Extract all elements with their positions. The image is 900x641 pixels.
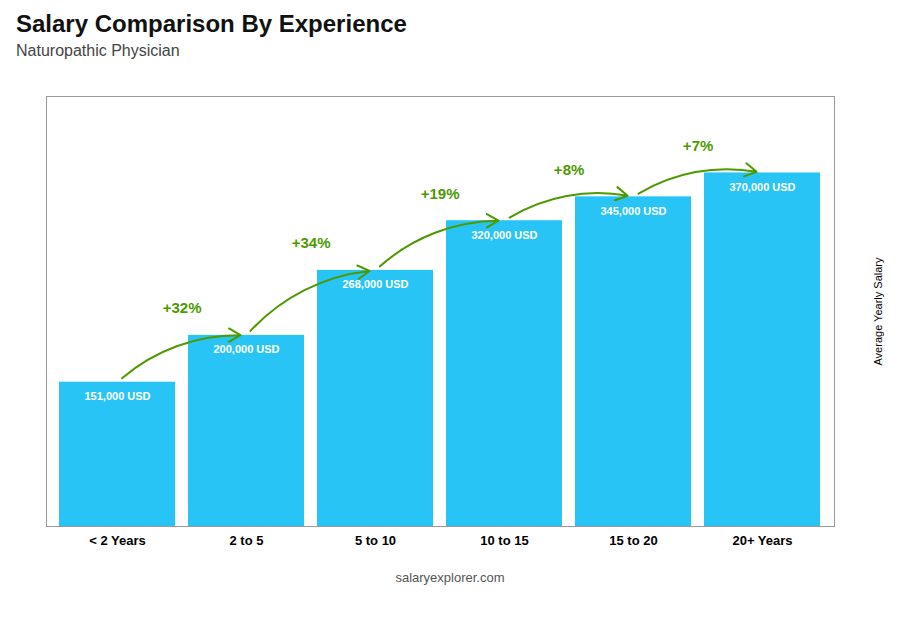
svg-text:+19%: +19%: [421, 185, 460, 202]
svg-text:+8%: +8%: [554, 161, 584, 178]
svg-text:+7%: +7%: [683, 137, 713, 154]
svg-text:+32%: +32%: [163, 299, 202, 316]
svg-text:+34%: +34%: [292, 234, 331, 251]
svg-text:200,000 USD: 200,000 USD: [213, 343, 279, 355]
svg-text:320,000 USD: 320,000 USD: [471, 229, 537, 241]
html-text:Salary Comparison By Experienc: Salary Comparison By Experience: [16, 10, 407, 37]
svg-text:< 2 Years: < 2 Years: [89, 533, 146, 548]
svg-text:345,000 USD: 345,000 USD: [600, 205, 666, 217]
html-text:salaryexplorer.com: salaryexplorer.com: [395, 570, 505, 585]
svg-text:2 to 5: 2 to 5: [230, 533, 264, 548]
svg-text:20+ Years: 20+ Years: [732, 533, 792, 548]
svg-text:5 to 10: 5 to 10: [355, 533, 396, 548]
svg-text:10 to 15: 10 to 15: [480, 533, 528, 548]
html-text:Naturopathic Physician: Naturopathic Physician: [16, 42, 180, 59]
svg-text:15 to 20: 15 to 20: [609, 533, 657, 548]
svg-text:268,000 USD: 268,000 USD: [342, 278, 408, 290]
svg-text:370,000 USD: 370,000 USD: [729, 181, 795, 193]
svg-text:151,000 USD: 151,000 USD: [84, 390, 150, 402]
svg-text:Average Yearly Salary: Average Yearly Salary: [872, 257, 884, 366]
